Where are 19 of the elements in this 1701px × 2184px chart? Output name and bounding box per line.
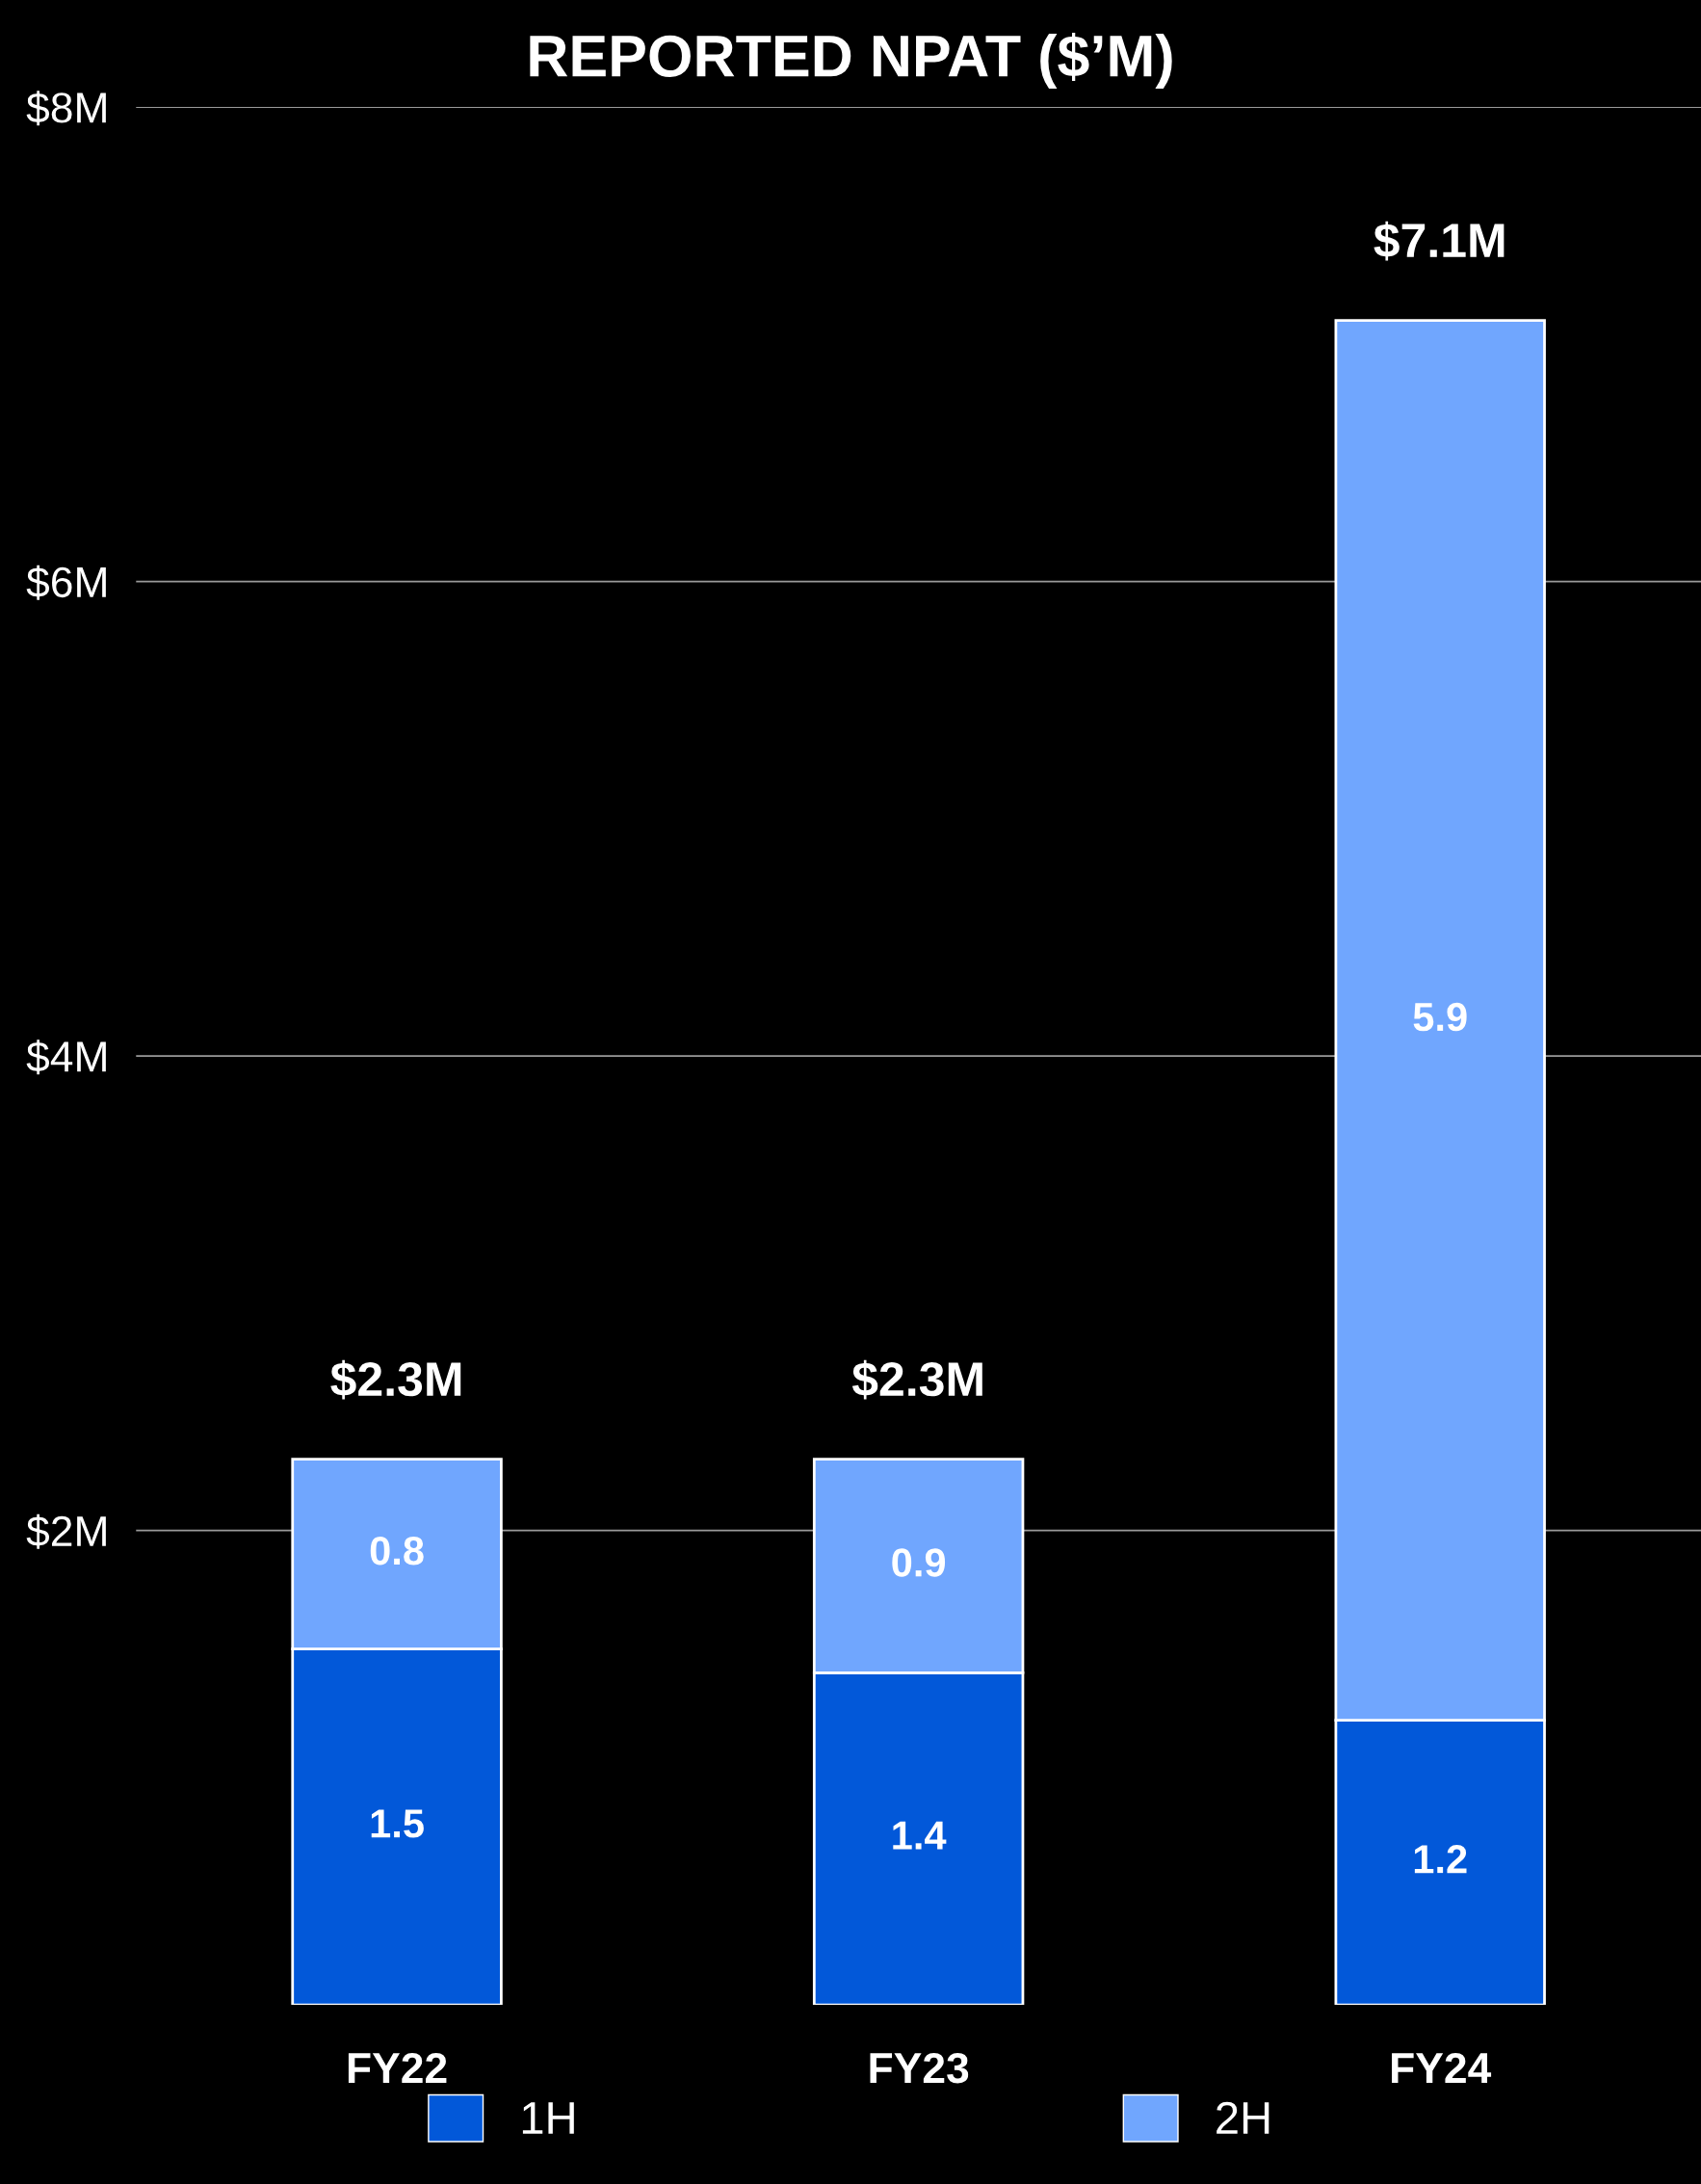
y-tick-label: $8M xyxy=(26,91,106,126)
chart-title: REPORTED NPAT ($’M) xyxy=(530,33,1172,90)
data-label: 0.8 xyxy=(370,1536,424,1566)
y-tick-label: $2M xyxy=(26,1513,106,1549)
x-tick-label: FY23 xyxy=(870,2052,969,2084)
total-label: $2.3M xyxy=(330,1359,461,1400)
y-tick-label: $4M xyxy=(26,1039,106,1075)
data-label: 1.5 xyxy=(371,1809,424,1838)
data-label: 1.2 xyxy=(1414,1845,1467,1874)
y-tick-label: $6M xyxy=(26,565,106,600)
data-label: 1.4 xyxy=(893,1821,947,1850)
data-label: 5.9 xyxy=(1413,1002,1467,1032)
x-tick-label: FY24 xyxy=(1392,2052,1492,2083)
legend-label: 1H xyxy=(522,2102,574,2134)
data-label: 0.9 xyxy=(892,1548,946,1577)
x-tick-label: FY22 xyxy=(348,2052,447,2083)
legend-label: 2H xyxy=(1217,2101,1269,2134)
total-label: $2.3M xyxy=(851,1359,982,1400)
total-label: $7.1M xyxy=(1374,221,1505,261)
